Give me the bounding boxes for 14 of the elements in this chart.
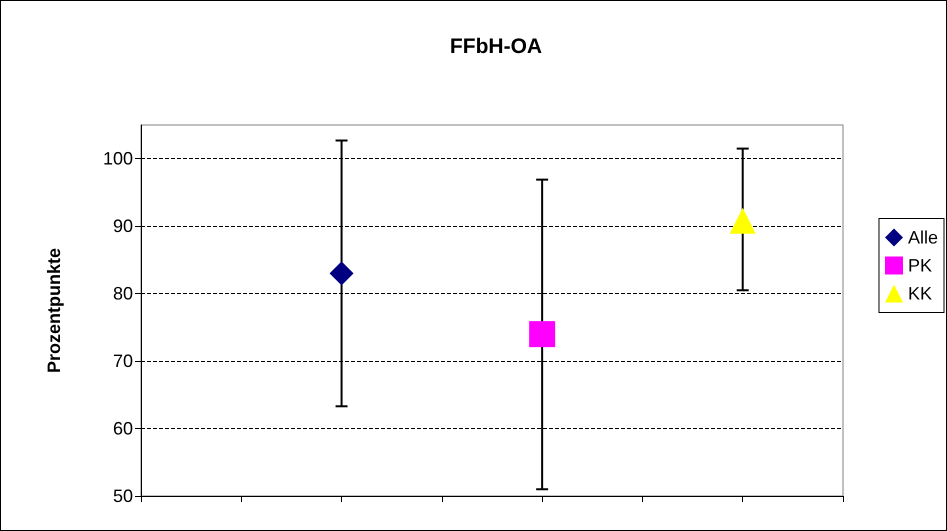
- chart-title: FFbH-OA: [450, 35, 542, 58]
- legend-label: Alle: [908, 228, 938, 248]
- y-tick-label: 80: [112, 284, 133, 304]
- y-tick-label: 90: [112, 216, 133, 236]
- y-tick-label: 100: [102, 148, 133, 169]
- legend-label: PK: [908, 256, 932, 276]
- y-tick-label: 70: [112, 351, 133, 372]
- point: [529, 321, 556, 348]
- point: [730, 208, 756, 234]
- legend-label: KK: [908, 284, 932, 304]
- y-tick-label: 60: [112, 418, 133, 439]
- point: [330, 261, 354, 286]
- y-tick-label: 50: [112, 486, 133, 506]
- y-axis-title: Prozentpunkte: [44, 248, 64, 374]
